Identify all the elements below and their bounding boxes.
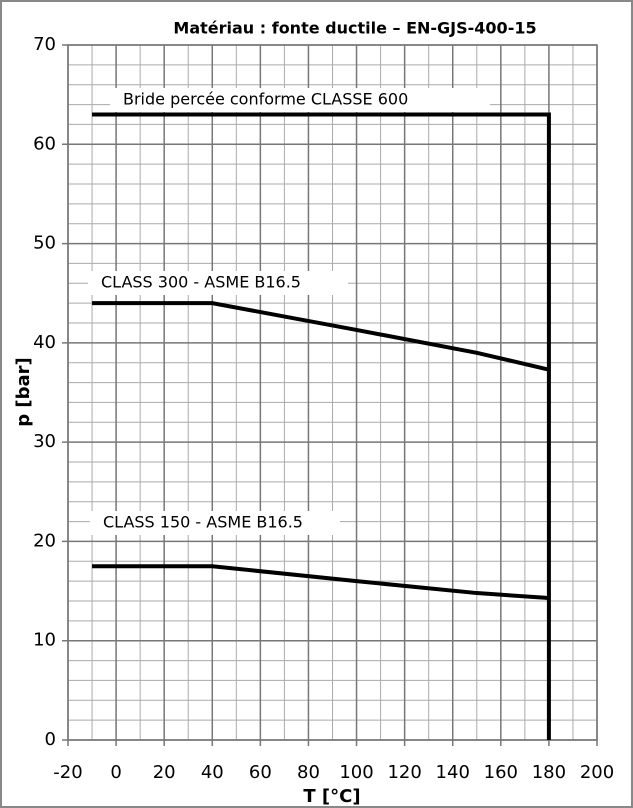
y-axis-label: p [bar] [13,357,34,427]
y-tick-label: 10 [33,630,56,651]
x-tick-label: 160 [484,762,518,783]
chart-title: Matériau : fonte ductile – EN-GJS-400-15 [173,19,536,38]
y-tick-label: 60 [33,133,56,154]
label-background [110,88,490,112]
plot: Bride percée conforme CLASSE 600 CLASS 30… [88,88,551,740]
series-label: CLASS 150 - ASME B16.5 [103,513,303,532]
y-tick-label: 30 [33,431,56,452]
x-tick-label: 120 [387,762,421,783]
y-tick-label: 0 [45,729,56,750]
plot-border [67,44,598,741]
x-tick-label: 60 [249,762,272,783]
series-label: CLASS 300 - ASME B16.5 [101,273,301,292]
y-tick-label: 40 [33,332,56,353]
x-axis-label: T [°C] [303,786,360,807]
x-tick-label: 200 [580,762,614,783]
x-tick-label: 100 [339,762,373,783]
x-tick-label: 80 [297,762,320,783]
grid: -20 0 20 40 60 80 100 120 140 160 180 200 0 10 20 30 40 5… [33,34,614,783]
y-tick-label: 70 [33,34,56,55]
x-tick-label: 180 [532,762,566,783]
series-label: Bride percée conforme CLASSE 600 [123,90,408,109]
y-tick-label: 50 [33,233,56,254]
label-background [88,271,348,295]
series-line [92,301,550,372]
series-line [92,564,550,601]
x-tick-label: -20 [53,762,82,783]
x-tick-label: 0 [110,762,121,783]
label-background [90,511,340,535]
x-tick-label: 140 [436,762,470,783]
series-line [92,112,551,740]
y-tick-label: 20 [33,530,56,551]
x-tick-label: 40 [201,762,224,783]
x-tick-label: 20 [153,762,176,783]
